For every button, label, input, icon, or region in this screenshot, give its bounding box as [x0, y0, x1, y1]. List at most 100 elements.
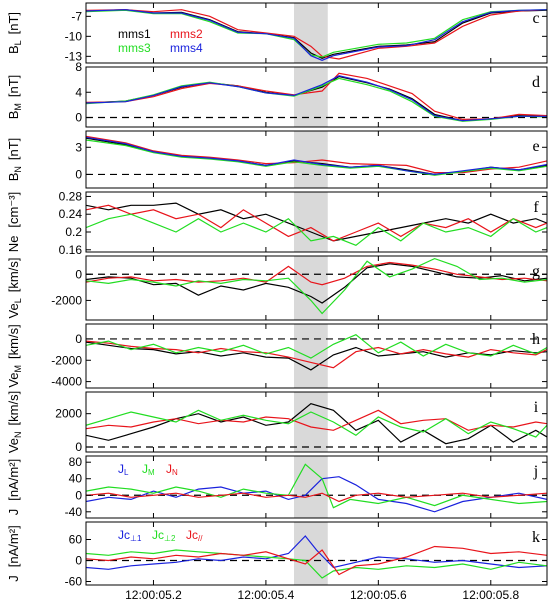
panel-letter: g — [532, 263, 540, 280]
panel-letter: i — [534, 399, 539, 416]
panel-frame — [85, 391, 548, 453]
series-mms2 — [86, 204, 547, 242]
series-mms3 — [86, 139, 547, 176]
y-tick-label: -60 — [65, 575, 83, 589]
series-mms2 — [86, 9, 547, 60]
panel-d: 8 4 0 BM[nT] d — [6, 60, 548, 128]
series-Jc⊥2 — [86, 549, 547, 579]
panel-frame — [85, 323, 548, 389]
series-mms3 — [86, 257, 547, 315]
y-tick-label: 0 — [75, 167, 82, 181]
panel-letter: j — [533, 463, 538, 480]
y-tick-label: -7 — [71, 9, 82, 23]
panel-f: 0.28 0.24 0.2 0.16 Ne[cm⁻³] f — [6, 189, 548, 257]
y-tick-label: -40 — [65, 505, 83, 519]
y-tick-label: 0 — [75, 332, 82, 346]
series-mms4 — [86, 75, 547, 122]
x-tick-label: 12:00:05.8 — [462, 588, 519, 602]
panel-frame — [85, 521, 548, 586]
legend-mms2: mms2 — [170, 27, 203, 41]
shaded-interval — [294, 392, 328, 452]
y-axis-label: Ne[cm⁻³] — [6, 192, 21, 252]
series-Jc// — [86, 545, 547, 576]
panel-h: 0 -2000 -4000 VeM[km/s] h — [6, 323, 548, 389]
y-tick-label: 0 — [75, 488, 82, 502]
y-axis-label: BM[nT] — [6, 75, 23, 120]
y-axis-label: BL[nT] — [6, 12, 23, 54]
y-tick-label: -4000 — [51, 375, 82, 389]
y-tick-label: -13 — [65, 49, 83, 63]
panel-frame — [85, 130, 548, 189]
panel-e: 3 0 BN[nT] e — [6, 130, 548, 189]
y-tick-label: 0 — [75, 554, 82, 568]
panel-frame — [85, 455, 548, 519]
y-tick-label: 60 — [69, 533, 83, 547]
series-mms2 — [86, 135, 547, 174]
series-mms3 — [86, 9, 547, 58]
y-tick-label: 0 — [75, 111, 82, 125]
y-tick-label: 4 — [75, 85, 82, 99]
shaded-interval — [294, 3, 328, 63]
series-mms1 — [86, 403, 547, 445]
y-tick-label: 0 — [75, 267, 82, 281]
legend-Jc⊥1: Jc⊥1 — [118, 528, 142, 543]
legend-mms3: mms3 — [118, 41, 151, 55]
panel-letter: e — [532, 138, 539, 155]
panel-frame — [85, 2, 548, 64]
y-tick-label: -2000 — [51, 353, 82, 367]
legend-mms1: mms1 — [118, 27, 151, 41]
x-tick-label: 12:00:05.2 — [125, 588, 182, 602]
legend-JM: JM — [142, 462, 155, 477]
panel-letter: c — [532, 10, 539, 27]
y-tick-label: 40 — [69, 472, 83, 486]
panel-g: 0 -2000 VeL[km/s] g — [6, 255, 548, 321]
y-axis-label: J[nA/m²] — [6, 525, 21, 581]
series-Jc⊥1 — [86, 535, 547, 570]
series-mms3 — [86, 409, 547, 438]
shaded-interval — [294, 324, 328, 388]
legend-mms4: mms4 — [170, 41, 203, 55]
y-tick-label: 0.16 — [59, 243, 83, 257]
panel-letter: h — [532, 331, 540, 348]
legend-JN: JN — [166, 462, 178, 477]
series-JL — [86, 476, 547, 513]
y-axis-label: VeM[km/s] — [6, 324, 23, 387]
y-tick-label: 8 — [75, 60, 82, 74]
legend-JL: JL — [118, 462, 129, 477]
panel-c: -7 -10 -13 BL[nT] c mms1 mms2 mms3 mms4 — [6, 2, 548, 64]
panel-frame — [85, 255, 548, 321]
y-tick-label: 0 — [75, 440, 82, 454]
y-tick-label: -10 — [65, 29, 83, 43]
legend-Jc⊥2: Jc⊥2 — [152, 528, 176, 543]
panel-letter: f — [533, 199, 539, 216]
shaded-interval — [294, 522, 328, 585]
y-tick-label: 0.24 — [59, 207, 83, 221]
y-tick-label: 2000 — [55, 407, 82, 421]
shaded-interval — [294, 67, 328, 127]
y-tick-label: 0.2 — [65, 225, 82, 239]
panel-frame — [85, 191, 548, 253]
panel-k: 60 0 -60 J[nA/m²] k Jc⊥1 Jc⊥2 Jc// — [6, 521, 548, 589]
shaded-interval — [294, 456, 328, 518]
panel-i: 2000 0 VeN[km/s] i — [6, 391, 548, 454]
series-mms4 — [86, 9, 547, 61]
panel-letter: d — [532, 74, 540, 91]
y-axis-label: VeN[km/s] — [6, 391, 23, 453]
panel-frame — [85, 66, 548, 128]
shaded-interval — [294, 192, 328, 252]
y-tick-label: 0.28 — [59, 189, 83, 203]
series-mms3 — [86, 213, 547, 246]
shaded-interval — [294, 256, 328, 320]
series-mms2 — [86, 261, 547, 286]
series-JM — [86, 463, 547, 509]
panel-letter: k — [532, 529, 540, 546]
series-mms1 — [86, 202, 547, 242]
y-axis-label: BN[nT] — [6, 138, 23, 182]
x-tick-label: 12:00:05.6 — [350, 588, 407, 602]
series-mms3 — [86, 334, 547, 359]
series-mms4 — [86, 136, 547, 176]
y-tick-label: 80 — [69, 455, 83, 469]
y-tick-label: 3 — [75, 140, 82, 154]
panel-j: 80 40 0 -40 J[nA/m²] j JL JM JN — [6, 455, 548, 519]
